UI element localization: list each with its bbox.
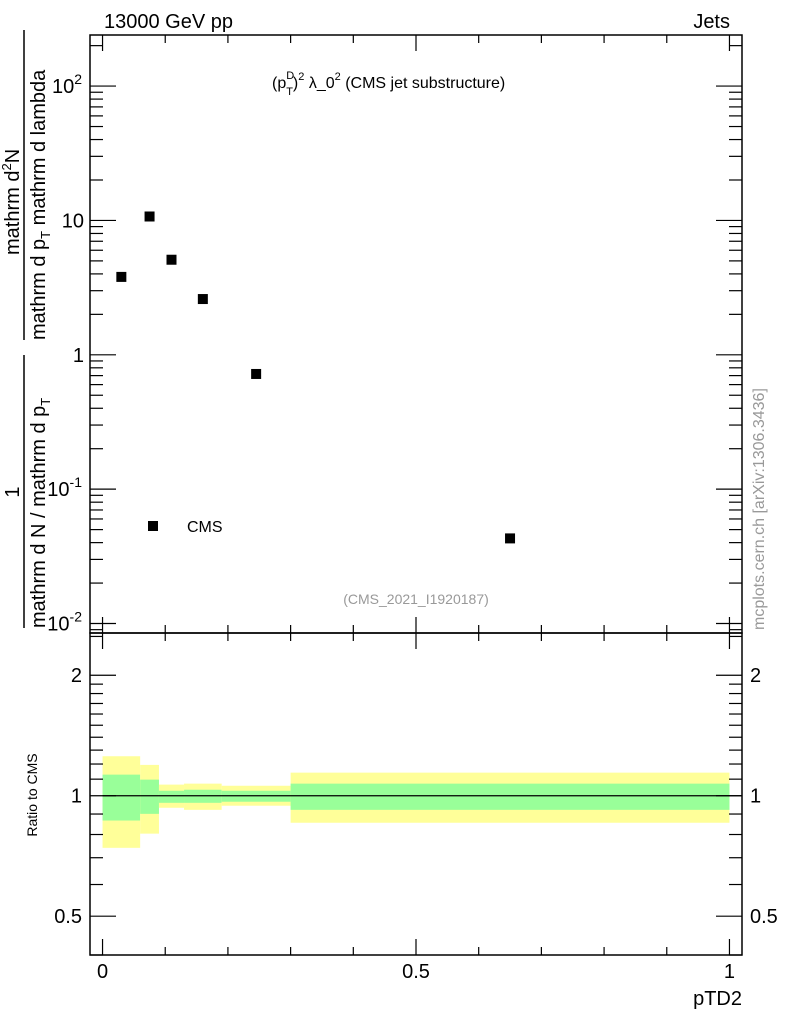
y-tick-label: 10 [62,210,84,232]
tick-labels: 0 0.5 1 10-2 10-1 1 10 102 0.5 0.5 1 1 2 2 [47,71,778,983]
plot-title: (pD T)2 λ_02 (CMS jet substructure) [272,70,505,98]
x-tick-label: 0 [97,961,108,983]
ratio-bands [102,756,730,848]
y-tick-label: 10-2 [47,609,82,636]
energy-label: 13000 GeV pp [104,11,233,33]
ratio-y-tick-label-right: 2 [750,665,761,687]
y-tick-label: 10-1 [47,474,82,501]
axis-ticks [90,35,742,956]
mcplots-watermark: mcplots.cern.ch [arXiv:1306.3436] [751,388,768,630]
legend-label-cms: CMS [187,519,223,536]
svg-text:1: 1 [2,486,24,497]
ratio-band-stat [290,783,730,810]
ratio-frame [89,632,743,956]
ratio-y-tick-label-left: 2 [71,665,82,687]
x-axis-label: pTD2 [693,988,742,1010]
data-points [116,211,516,544]
ratio-y-tick-label-left: 1 [71,786,82,808]
y-axis-label: 1 mathrm d N / mathrm d pT mathrm d2N ma… [0,30,53,628]
x-tick-label: 1 [724,961,735,983]
data-point [144,211,155,222]
svg-text:mathrm d pT mathrm d lambda: mathrm d pT mathrm d lambda [28,69,53,340]
data-point [197,294,208,305]
ratio-band-stat [102,774,141,821]
ratio-band-stat [158,790,185,803]
data-point [251,368,262,379]
ratio-y-tick-label-left: 0.5 [54,906,82,928]
svg-text:mathrm d N / mathrm d pT: mathrm d N / mathrm d pT [28,398,53,628]
analysis-id: (CMS_2021_I1920187) [343,591,489,607]
ratio-y-tick-label-right: 0.5 [750,906,778,928]
main-frame [89,34,743,634]
legend-marker-cms [148,521,158,531]
data-point [505,533,516,544]
svg-text:mathrm d2N: mathrm d2N [0,149,24,255]
process-label: Jets [693,11,730,33]
ratio-y-tick-label-right: 1 [750,786,761,808]
y-tick-label: 1 [73,345,84,367]
data-point [166,254,177,265]
y-tick-label: 102 [52,71,82,98]
x-tick-label: 0.5 [402,961,430,983]
ratio-y-label: Ratio to CMS [24,753,40,836]
data-point [116,271,127,282]
ratio-band-stat [140,779,159,814]
